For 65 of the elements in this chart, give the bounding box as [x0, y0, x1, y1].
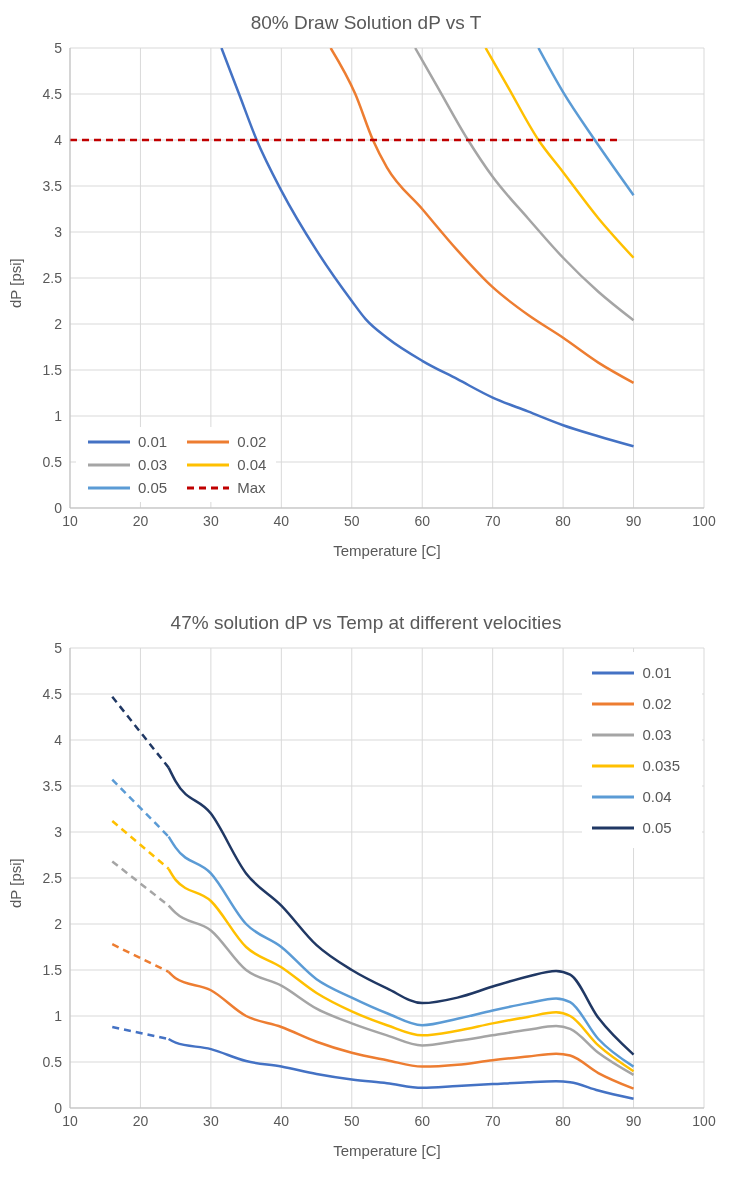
- line-series: [537, 48, 635, 197]
- legend-label: 0.035: [642, 757, 680, 774]
- y-tick-label: 1: [54, 1007, 63, 1024]
- legend-label: 0.03: [138, 456, 168, 473]
- y-tick-label: 4: [54, 731, 63, 748]
- legend-label: 0.03: [642, 726, 672, 743]
- x-tick-label: 20: [132, 512, 149, 529]
- y-tick-label: 5: [54, 639, 63, 656]
- x-tick-label: 50: [343, 1112, 360, 1129]
- x-tick-label: 90: [625, 512, 642, 529]
- line-series: [329, 48, 635, 385]
- y-tick-label: 4: [54, 131, 63, 148]
- y-tick-label: 1.5: [42, 361, 63, 378]
- x-tick-label: 30: [203, 512, 219, 529]
- x-tick-label: 70: [484, 1112, 501, 1129]
- x-tick-label: 100: [692, 1112, 716, 1129]
- x-tick-label: 40: [273, 512, 290, 529]
- x-tick-label: 80: [555, 512, 572, 529]
- y-axis-title: dP [psi]: [7, 858, 25, 908]
- y-tick-label: 2: [54, 915, 63, 932]
- legend-label: 0.05: [642, 819, 672, 836]
- line-series: [220, 48, 635, 448]
- x-tick-label: 80: [555, 1112, 572, 1129]
- x-tick-label: 10: [62, 1112, 78, 1129]
- y-tick-label: 2.5: [42, 269, 63, 286]
- x-tick-label: 30: [203, 1112, 219, 1129]
- x-tick-label: 40: [273, 1112, 290, 1129]
- y-axis-title: dP [psi]: [7, 258, 25, 308]
- y-tick-label: 1.5: [42, 961, 63, 978]
- x-tick-label: 60: [414, 512, 431, 529]
- y-tick-label: 0.5: [42, 1053, 63, 1070]
- y-tick-label: 2: [54, 315, 63, 332]
- legend-label: 0.04: [237, 456, 267, 473]
- y-tick-label: 3.5: [42, 777, 63, 794]
- legend-label: 0.02: [642, 695, 672, 712]
- x-axis-title: Temperature [C]: [333, 1142, 441, 1159]
- x-axis-title: Temperature [C]: [333, 542, 441, 559]
- legend-label: 0.02: [237, 433, 267, 450]
- line-series: [413, 48, 635, 322]
- y-tick-label: 4.5: [42, 85, 63, 102]
- y-tick-label: 1: [54, 407, 63, 424]
- y-tick-label: 3.5: [42, 177, 63, 194]
- y-tick-label: 2.5: [42, 869, 63, 886]
- chart-title: 47% solution dP vs Temp at different velocities: [169, 611, 563, 635]
- x-tick-label: 60: [414, 1112, 431, 1129]
- legend-label: 0.01: [642, 664, 672, 681]
- y-tick-label: 0.5: [42, 453, 63, 470]
- x-tick-label: 50: [343, 512, 360, 529]
- y-tick-label: 0: [54, 499, 63, 516]
- y-tick-label: 3: [54, 223, 63, 240]
- line-series: [484, 48, 635, 260]
- x-tick-label: 90: [625, 1112, 642, 1129]
- chart-title: 80% Draw Solution dP vs T: [249, 11, 483, 35]
- legend-label: 0.01: [138, 433, 168, 450]
- y-tick-label: 0: [54, 1099, 63, 1116]
- legend-label: 0.05: [138, 479, 168, 496]
- legend-label: Max: [237, 479, 266, 496]
- legend-label: 0.04: [642, 788, 672, 805]
- y-tick-label: 4.5: [42, 685, 63, 702]
- y-tick-label: 3: [54, 823, 63, 840]
- x-tick-label: 100: [692, 512, 716, 529]
- x-tick-label: 10: [62, 512, 78, 529]
- y-tick-label: 5: [54, 39, 63, 56]
- x-tick-label: 20: [132, 1112, 149, 1129]
- x-tick-label: 70: [484, 512, 501, 529]
